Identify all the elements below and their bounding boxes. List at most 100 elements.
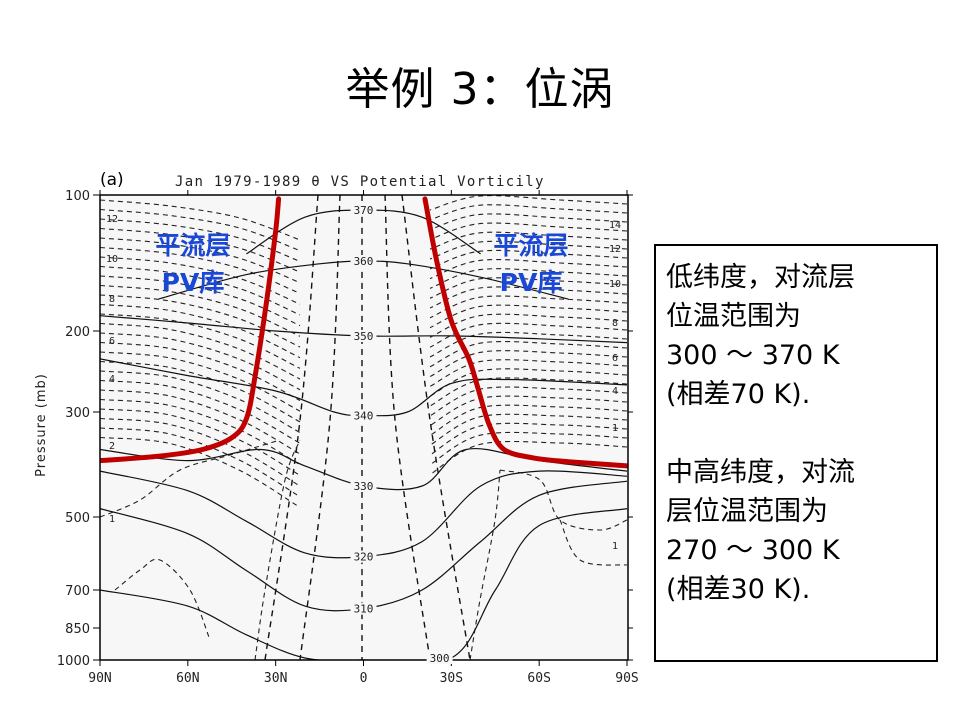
- pv-contour-dashed: [100, 439, 281, 518]
- pv-label-left: 10: [106, 254, 118, 265]
- pv-label-right: 1: [612, 423, 618, 434]
- pv-label-right: 14: [609, 220, 621, 231]
- pv-label-right: 1: [612, 541, 618, 552]
- pv-label-right: 4: [612, 386, 618, 397]
- pv-contour-dashed: [100, 218, 301, 262]
- pv-label-left: 12: [106, 214, 118, 225]
- pv-contour-dashed: [114, 558, 211, 641]
- pv-label-left: 2: [109, 441, 115, 452]
- pv-contour-dashed: [100, 313, 301, 369]
- pv-contour-dashed: [429, 386, 628, 417]
- low-lat-line1: 低纬度，对流层: [666, 262, 855, 293]
- pv-contour-dashed: [429, 377, 628, 407]
- tropopause-line-sh: [422, 196, 628, 469]
- theta-label-bg: [426, 652, 453, 665]
- pv-contour-dashed: [469, 469, 501, 660]
- pv-contour-dashed: [100, 360, 301, 423]
- pv-contour-dashed: [429, 195, 628, 211]
- annotation-line2: PV库: [162, 268, 225, 297]
- annotation-line1: 平流层: [493, 231, 568, 260]
- pv-contour-dashed: [299, 195, 341, 660]
- pv-contour-dashed: [429, 422, 628, 456]
- mid-high-lat-range: 270 ～ 300 K: [666, 535, 840, 566]
- x-tick-label-60S: 60S: [527, 671, 550, 686]
- pv-label-left: 4: [109, 374, 115, 385]
- theta-contour-300: [100, 508, 628, 660]
- theta-label-360: 360: [354, 255, 374, 268]
- pv-contour-dashed: [429, 350, 628, 378]
- slide-title: 举例 3：位涡: [345, 64, 615, 115]
- pv-contour-dashed: [429, 322, 628, 348]
- chart-title: Jan 1979-1989 θ VS Potential Vorticily: [175, 174, 545, 190]
- plot-background: [100, 195, 628, 660]
- theta-label-340: 340: [354, 409, 374, 422]
- pv-contour-dashed: [100, 417, 301, 487]
- pv-contour-dashed: [429, 304, 628, 329]
- pv-contour-dashed: [429, 431, 628, 466]
- pv-contour-dashed: [429, 313, 628, 338]
- pv-contour-dashed: [100, 398, 301, 466]
- annotation-line1: 平流层: [155, 231, 230, 260]
- paragraph-gap: [666, 414, 936, 453]
- x-tick-label-90N: 90N: [88, 671, 111, 686]
- theta-label-bg: [350, 550, 377, 563]
- pv-contour-dashed: [429, 204, 628, 221]
- pv-label-right: 8: [612, 318, 618, 329]
- y-tick-label-200: 200: [65, 325, 90, 340]
- theta-label-bg: [350, 479, 377, 492]
- mid-high-lat-line1: 中高纬度，对流: [666, 457, 855, 488]
- pv-label-left: 6: [109, 336, 115, 347]
- pv-contour-dashed: [429, 440, 628, 476]
- theta-label-bg: [350, 255, 377, 268]
- mid-high-lat-difference: (相差30 K).: [666, 574, 811, 605]
- pv-contour-dashed: [100, 389, 301, 455]
- tropopause-line-nh: [100, 196, 282, 464]
- theta-label-370: 370: [354, 204, 374, 217]
- pv-contour-dashed: [429, 404, 628, 436]
- pv-label-left: 8: [109, 294, 115, 305]
- theta-label-bg: [350, 329, 377, 342]
- pv-contour-dashed: [254, 439, 301, 660]
- pv-contour-dashed: [429, 268, 628, 289]
- panel-label: (a): [100, 170, 124, 190]
- pv-contour-dashed: [100, 427, 301, 498]
- theta-label-310: 310: [354, 603, 374, 616]
- annotation-line2: PV库: [500, 268, 563, 297]
- pv-contour-dashed: [100, 237, 301, 284]
- pv-contour-dashed: [100, 265, 301, 316]
- pv-contour-dashed: [100, 246, 301, 295]
- pv-contour-dashed: [499, 469, 628, 531]
- theta-label-bg: [350, 409, 377, 422]
- pv-contour-dashed: [429, 395, 628, 427]
- pv-contour-dashed: [429, 413, 628, 446]
- theta-label-300: 300: [430, 652, 450, 665]
- pv-label-right: 12: [609, 244, 621, 255]
- axis-layer: 100 200 300 500 700 850 1000 90N 60N 30N 0 30S 60S 90…: [57, 189, 639, 686]
- pv-contour-dashed: [429, 295, 628, 319]
- pv-contour-dashed: [100, 303, 301, 359]
- pv-contour-dashed: [100, 208, 301, 252]
- pv-contour-dashed: [429, 213, 628, 231]
- theta-label-330: 330: [354, 480, 374, 493]
- pv-contour-layer: [100, 195, 628, 660]
- pv-contour-dashed: [100, 436, 301, 508]
- pv-contour-dashed: [429, 222, 628, 240]
- theta-label-bg: [350, 204, 377, 217]
- theta-label-350: 350: [354, 330, 374, 343]
- pv-contour-dashed: [100, 227, 301, 273]
- pv-label-right: 6: [612, 353, 618, 364]
- label-layer: 3703603503403303203103001210864211412108…: [106, 204, 621, 665]
- pv-contour-dashed: [100, 294, 301, 348]
- pv-contour-dashed: [429, 231, 628, 250]
- pv-contour-dashed: [100, 408, 301, 476]
- pv-contour-dashed: [384, 195, 431, 660]
- pv-contour-dashed: [100, 322, 301, 380]
- x-tick-label-30S: 30S: [440, 671, 463, 686]
- x-tick-label-60N: 60N: [176, 671, 199, 686]
- mid-high-lat-line2: 层位温范围为: [666, 496, 828, 527]
- pv-contour-dashed: [429, 368, 628, 397]
- pv-contour-dashed: [100, 199, 301, 241]
- pv-contour-dashed: [100, 341, 301, 401]
- x-tick-label-90S: 90S: [615, 671, 638, 686]
